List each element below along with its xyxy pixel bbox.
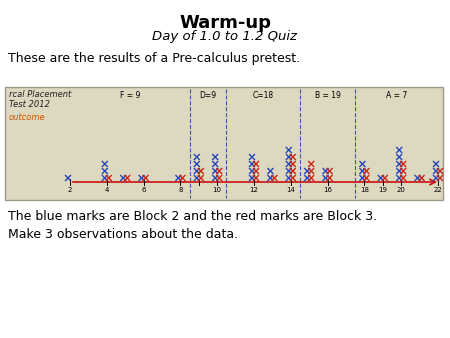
Text: Day of 1.0 to 1.2 Quiz: Day of 1.0 to 1.2 Quiz [153, 30, 297, 43]
Text: 16: 16 [323, 187, 332, 193]
Text: B = 19: B = 19 [315, 91, 341, 100]
Text: 12: 12 [250, 187, 258, 193]
Text: These are the results of a Pre-calculus pretest.: These are the results of a Pre-calculus … [8, 52, 300, 65]
Text: 4: 4 [104, 187, 109, 193]
Text: 19: 19 [378, 187, 387, 193]
Text: Make 3 observations about the data.: Make 3 observations about the data. [8, 228, 238, 241]
Text: 10: 10 [213, 187, 222, 193]
Text: C=18: C=18 [252, 91, 274, 100]
FancyBboxPatch shape [5, 87, 443, 200]
Text: 22: 22 [434, 187, 442, 193]
Text: 6: 6 [141, 187, 146, 193]
Text: The blue marks are Block 2 and the red marks are Block 3.: The blue marks are Block 2 and the red m… [8, 210, 377, 223]
Text: 14: 14 [286, 187, 295, 193]
Text: Warm-up: Warm-up [179, 14, 271, 32]
Text: rcal Placement
Test 2012: rcal Placement Test 2012 [9, 90, 71, 110]
Text: A = 7: A = 7 [386, 91, 407, 100]
Text: 2: 2 [68, 187, 72, 193]
Text: D=9: D=9 [199, 91, 216, 100]
Text: outcome: outcome [9, 113, 45, 122]
Text: F = 9: F = 9 [120, 91, 140, 100]
Text: 18: 18 [360, 187, 369, 193]
Text: 20: 20 [397, 187, 405, 193]
Text: 8: 8 [178, 187, 183, 193]
